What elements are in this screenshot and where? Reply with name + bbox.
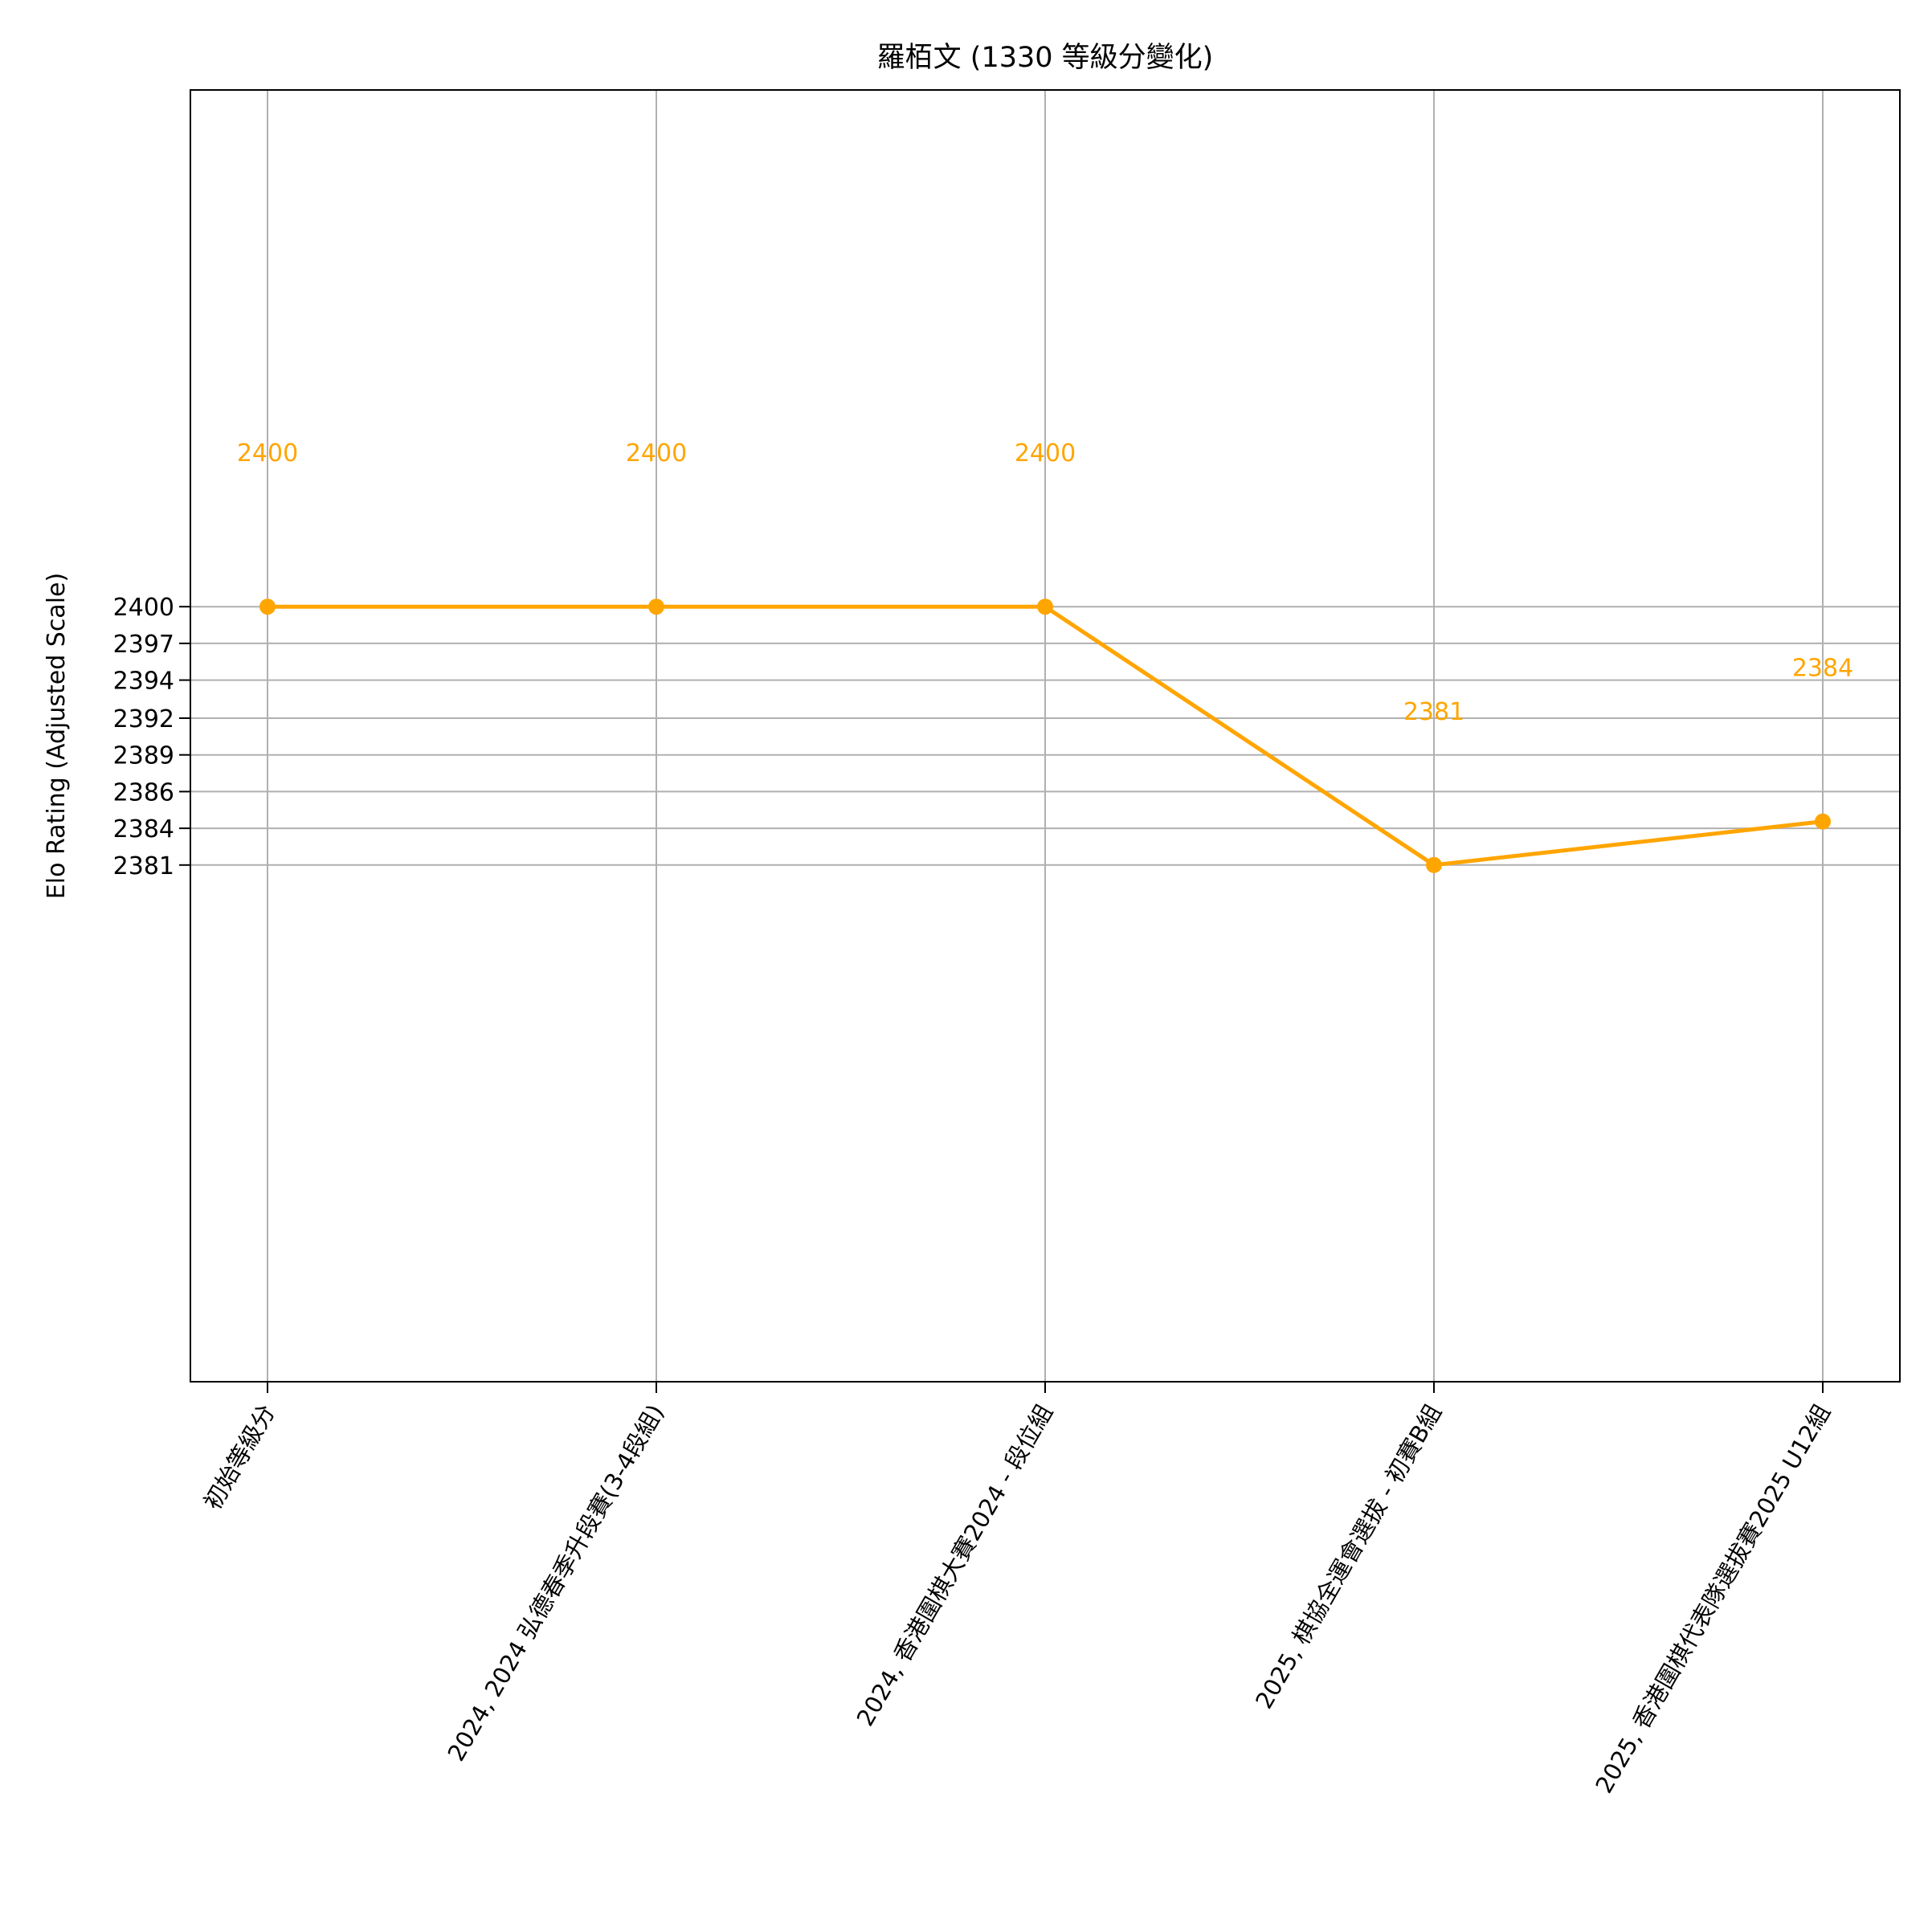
y-tick-label: 2397 — [113, 631, 174, 659]
y-tick-label: 2400 — [113, 594, 174, 622]
y-axis-label: Elo Rating (Adjusted Scale) — [43, 573, 71, 899]
data-point — [1426, 856, 1442, 873]
series-layer: 2400 2400 2400 2381 2384 — [237, 439, 1853, 873]
data-label: 2381 — [1403, 698, 1464, 726]
data-point — [259, 598, 276, 615]
y-tick-label: 2394 — [113, 668, 174, 696]
data-point — [648, 598, 664, 615]
data-label: 2400 — [626, 439, 687, 468]
data-label: 2400 — [237, 439, 298, 468]
y-tick-label: 2386 — [113, 778, 174, 807]
data-point — [1037, 598, 1053, 615]
y-tick-label: 2384 — [113, 815, 174, 843]
chart-title: 羅栢文 (1330 等級分變化) — [877, 42, 1214, 74]
data-point — [1815, 813, 1831, 830]
y-tick-label: 2381 — [113, 852, 174, 880]
data-label: 2400 — [1015, 439, 1076, 468]
y-tick-label: 2392 — [113, 705, 174, 733]
data-label: 2384 — [1792, 655, 1853, 683]
y-tick-label: 2389 — [113, 742, 174, 770]
